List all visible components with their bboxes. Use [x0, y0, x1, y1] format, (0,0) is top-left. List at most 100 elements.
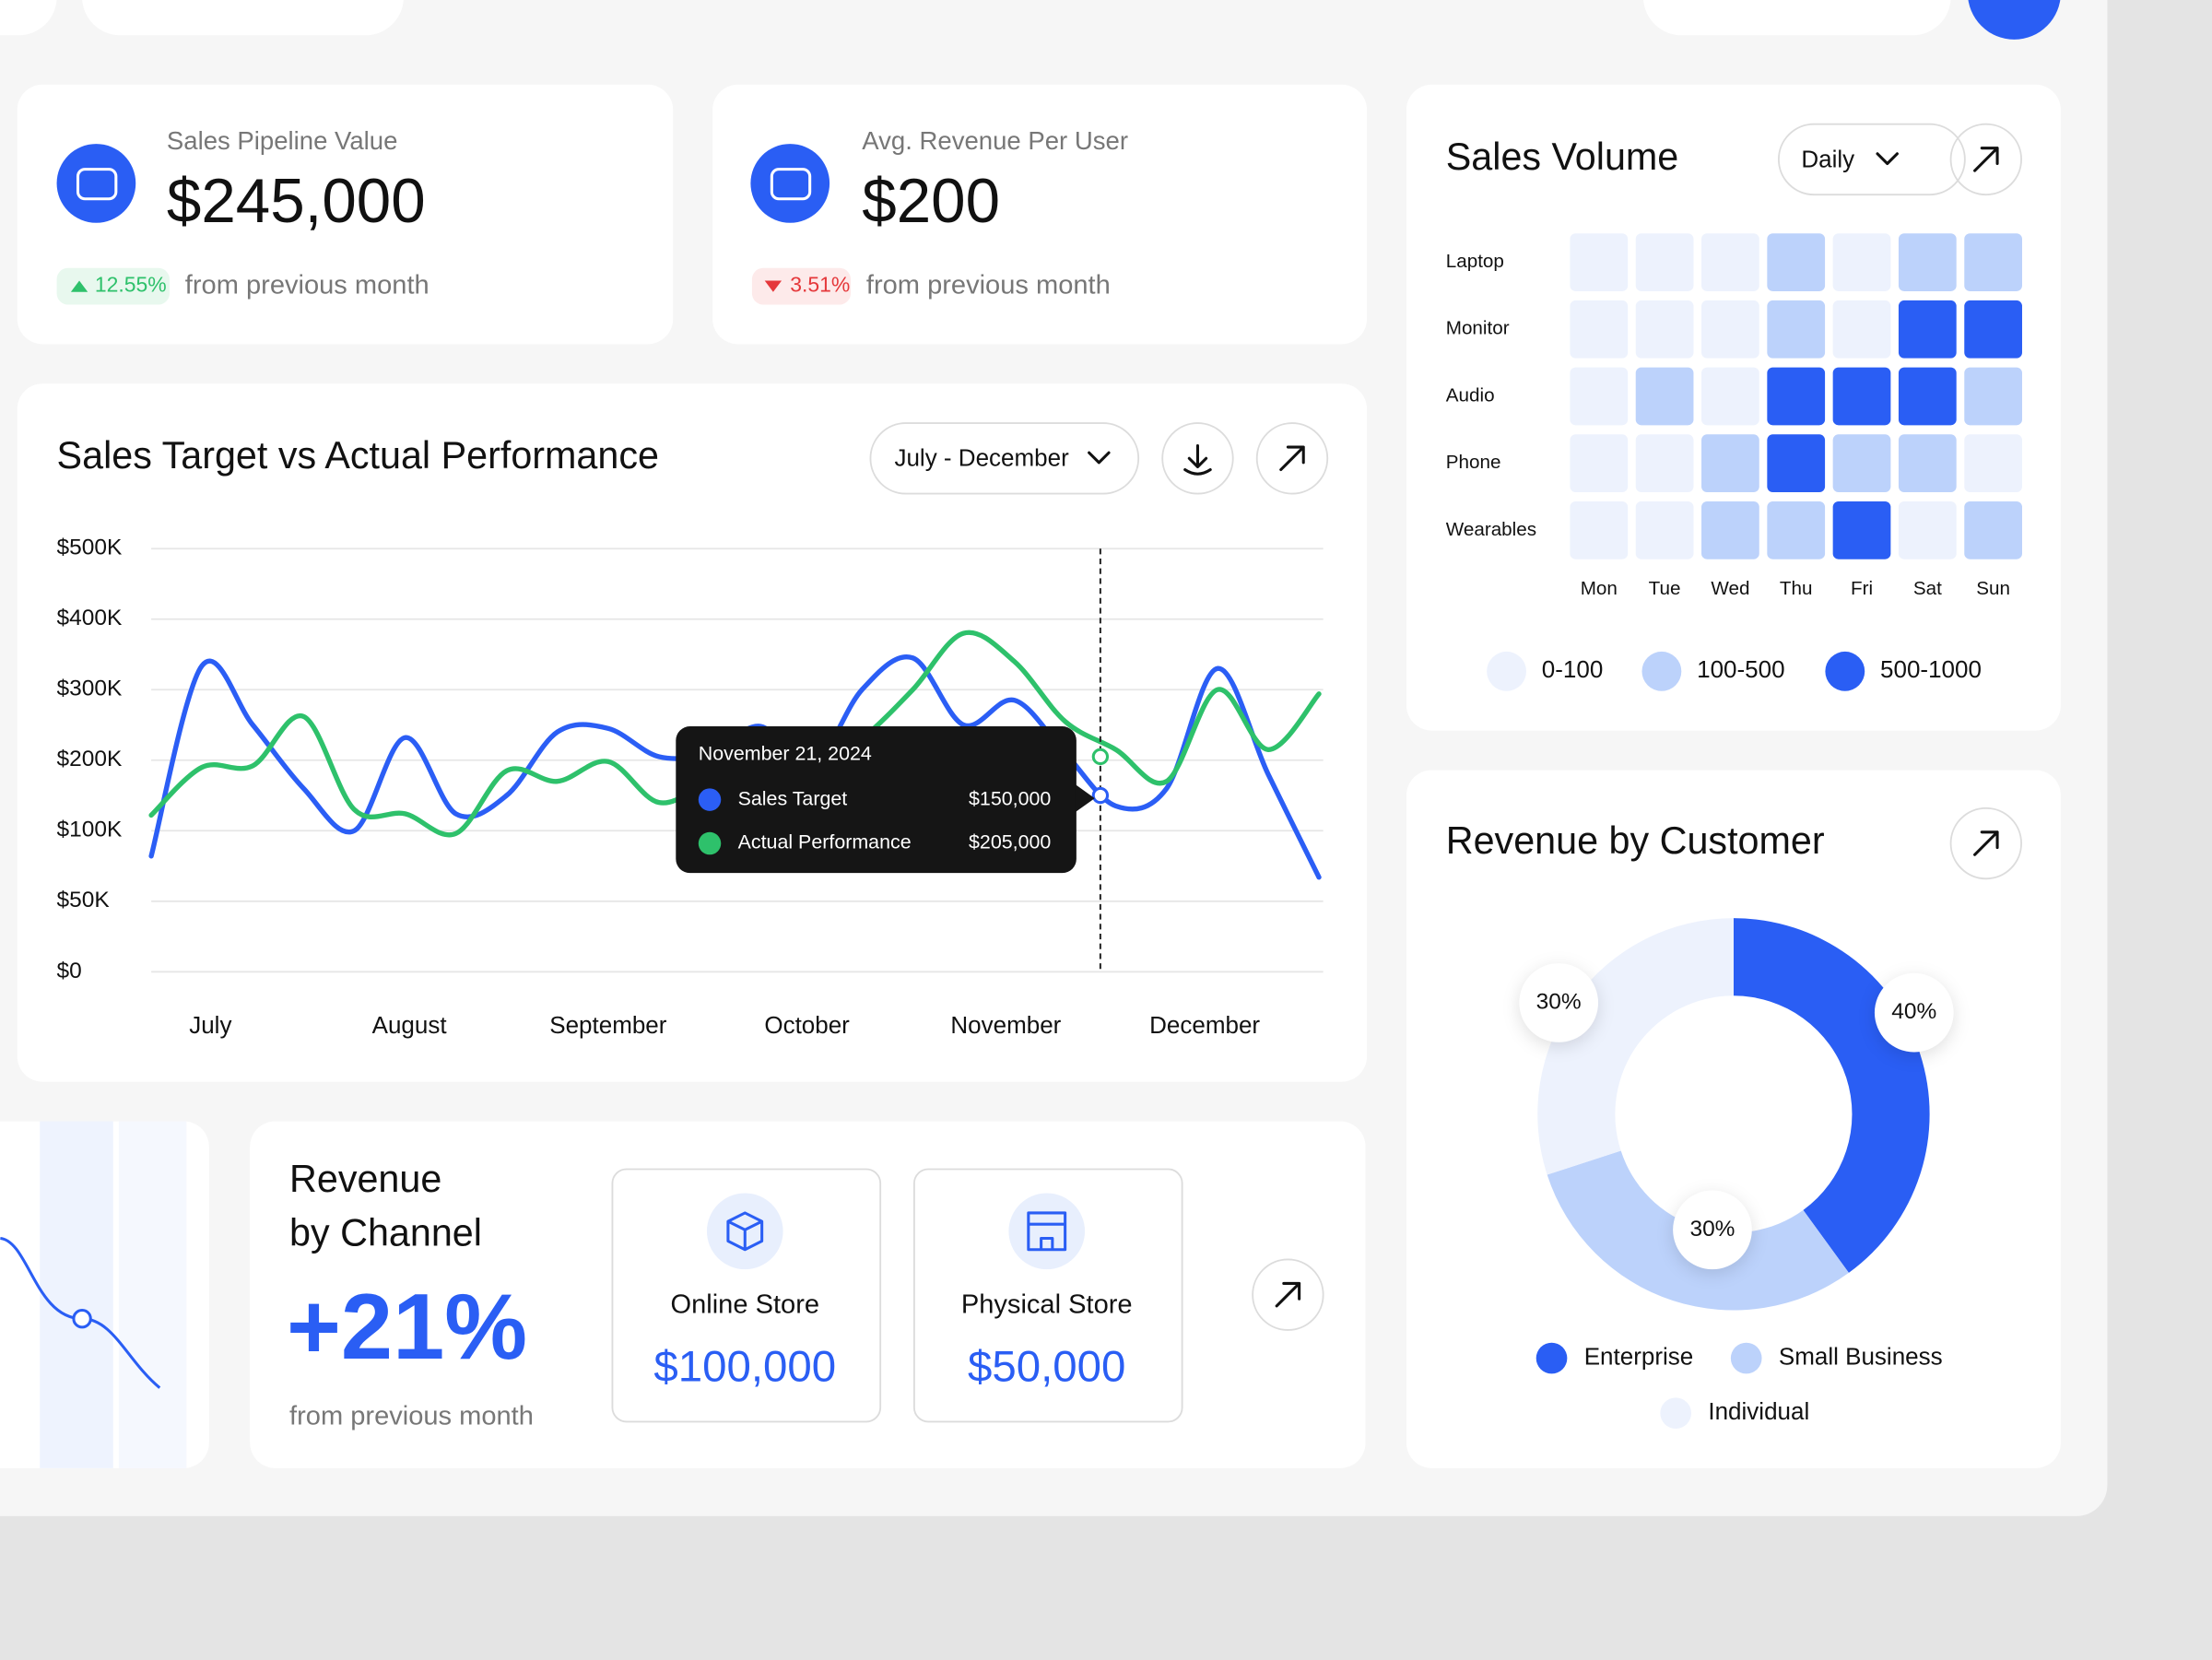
heat-cell	[1635, 367, 1694, 426]
tooltip-name: Actual Performance	[738, 831, 912, 854]
row-label: Phone	[1446, 452, 1501, 473]
store-name: Physical Store	[961, 1290, 1133, 1320]
expand-button[interactable]	[1949, 123, 2022, 196]
legend-swatch	[1825, 651, 1865, 691]
heat-cell	[1570, 500, 1629, 559]
column-label: Sun	[1976, 578, 2010, 599]
line-chart: $0 $50K $100K $200K $300K $400K $500K July Augus…	[57, 536, 1324, 1039]
heat-cell	[1832, 233, 1891, 291]
heat-cell	[1767, 500, 1826, 559]
period-dropdown[interactable]	[1777, 123, 1966, 196]
range-label: July - December	[894, 444, 1069, 472]
heat-cell	[1964, 500, 2022, 559]
hover-dot	[1091, 748, 1110, 766]
heat-cell	[1701, 500, 1759, 559]
expand-button[interactable]	[1949, 806, 2022, 880]
down-arrow	[764, 280, 782, 292]
value-label: 30%	[1689, 1217, 1735, 1242]
donut-chart: 40% 30% 30% Enterprise Small Business Individ…	[1519, 918, 1954, 1430]
row-label: Wearables	[1446, 519, 1536, 540]
heat-cell	[1635, 233, 1694, 291]
heat-cell	[1701, 434, 1759, 493]
heat-cell	[1635, 434, 1694, 493]
heat-cell	[1701, 367, 1759, 426]
row-label: Laptop	[1446, 251, 1504, 272]
expand-button[interactable]	[1252, 1258, 1324, 1331]
x-tick-label: November	[950, 1011, 1061, 1039]
kpi-change: 12.55%	[95, 273, 167, 297]
store-box	[611, 1168, 882, 1423]
value-label: 30%	[1536, 989, 1582, 1014]
tooltip-swatch	[698, 788, 722, 811]
chart-title: Sales Target vs Actual Performance	[57, 434, 659, 477]
heat-cell	[1964, 367, 2022, 426]
legend-label: 0-100	[1542, 655, 1604, 683]
partial-stripe	[118, 1121, 187, 1468]
refresh-button[interactable]	[1968, 0, 2061, 40]
shop-icon	[1027, 1211, 1067, 1252]
up-arrow	[70, 280, 88, 292]
box-icon	[726, 1211, 764, 1252]
store-value: $50,000	[968, 1342, 1125, 1391]
chevron	[1876, 152, 1899, 166]
top-pill[interactable]	[0, 0, 57, 36]
kpi-icon	[750, 144, 830, 223]
legend-swatch	[1487, 651, 1526, 691]
tooltip-value: $150,000	[969, 787, 1051, 809]
channel-card	[250, 1121, 1366, 1468]
x-tick-label: October	[764, 1011, 850, 1039]
heat-cell	[1898, 367, 1957, 426]
heat-cell	[1832, 367, 1891, 426]
top-pill[interactable]	[1643, 0, 1951, 36]
value-badge	[1673, 1190, 1752, 1270]
expand-icon	[1973, 147, 1999, 172]
heat-cell	[1767, 300, 1826, 359]
kpi-change: 3.51%	[790, 273, 850, 297]
y-tick-label: $400K	[57, 606, 123, 630]
pie-card	[1406, 770, 2061, 1468]
x-tick-label: December	[1149, 1011, 1260, 1039]
column-label: Wed	[1711, 578, 1749, 599]
y-tick-label: $200K	[57, 747, 123, 771]
row-label: Audio	[1446, 384, 1495, 406]
store-box	[912, 1168, 1183, 1423]
expand-icon	[1973, 830, 1999, 856]
partial-stripe	[40, 1121, 113, 1468]
heat-cell	[1570, 434, 1629, 493]
value-badge	[1874, 972, 1954, 1053]
download-button[interactable]	[1161, 422, 1234, 495]
heat-cell	[1635, 500, 1694, 559]
legend-label: Individual	[1708, 1397, 1809, 1425]
chart-title: Revenue by Customer	[1446, 819, 1825, 862]
heat-cell	[1701, 300, 1759, 359]
heat-cell	[1701, 233, 1759, 291]
kpi-value: $200	[862, 167, 1000, 236]
heatmap: Laptop Monitor Audio Phone Wearables Mon Tue We…	[1446, 233, 2022, 691]
kpi-label: Sales Pipeline Value	[167, 126, 397, 155]
hover-dot	[1091, 786, 1110, 805]
chevron	[1088, 451, 1111, 465]
partial-dot	[72, 1308, 92, 1329]
expand-button[interactable]	[1255, 422, 1329, 495]
y-tick-label: $100K	[57, 818, 123, 842]
heat-cell	[1767, 233, 1826, 291]
heat-cell	[1964, 434, 2022, 493]
legend-swatch	[1641, 651, 1682, 691]
kpi-label: Avg. Revenue Per User	[862, 126, 1128, 155]
heat-cell	[1570, 233, 1629, 291]
channel-title: Revenue	[289, 1158, 441, 1200]
legend-label: 100-500	[1697, 655, 1784, 683]
top-pill[interactable]	[82, 0, 404, 36]
expand-icon	[1279, 445, 1305, 472]
channel-title: by Channel	[289, 1211, 482, 1254]
tooltip-value: $205,000	[969, 831, 1051, 854]
y-tick-label: $50K	[57, 888, 111, 912]
range-dropdown[interactable]	[869, 422, 1140, 495]
kpi-badge	[751, 267, 852, 305]
heat-cell	[1832, 300, 1891, 359]
column-label: Mon	[1581, 578, 1618, 599]
download-icon	[1183, 444, 1212, 476]
value-badge	[1519, 963, 1599, 1042]
heat-cell	[1767, 434, 1826, 493]
